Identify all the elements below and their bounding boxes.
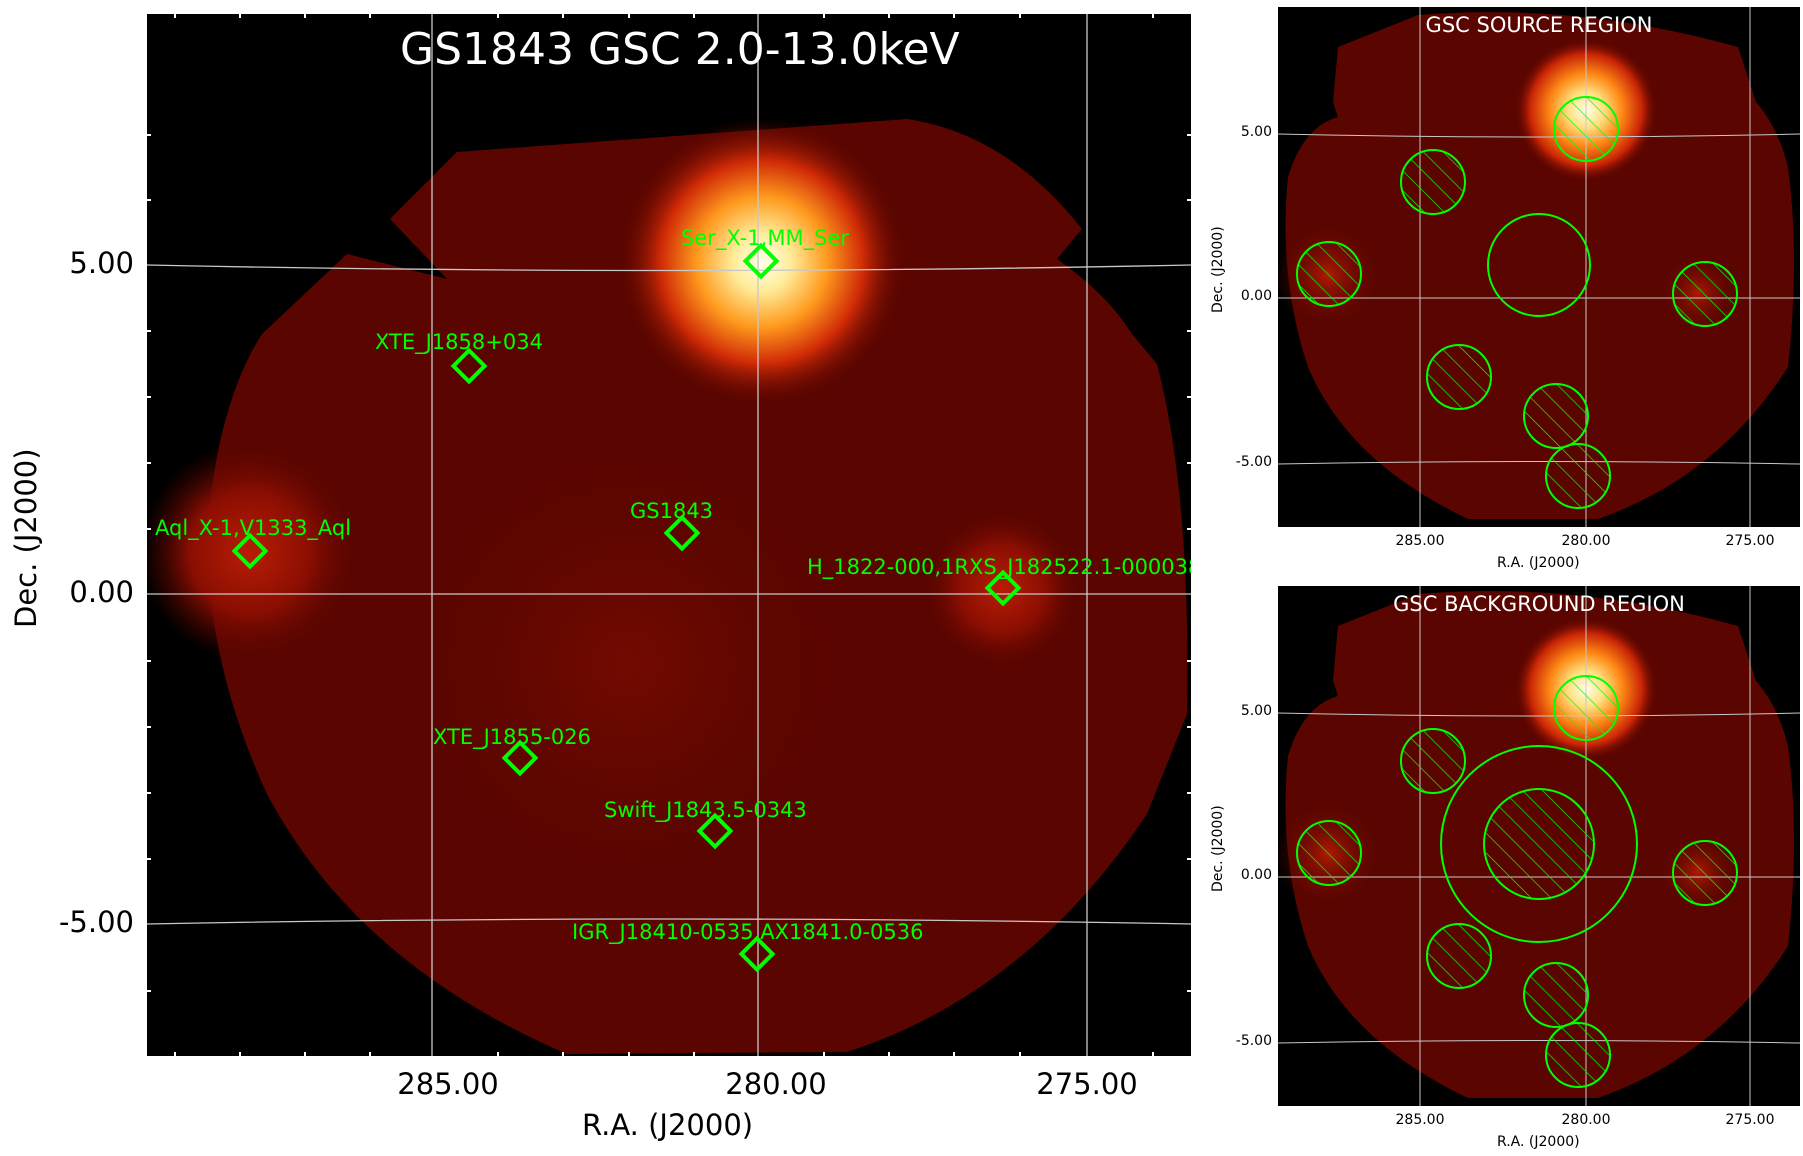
excluded-inner-circle [1483,788,1595,900]
excluded-region-circle [1400,728,1466,794]
x-tick-label: 280.00 [1561,1112,1611,1128]
main-sky-image [147,14,1191,1056]
source-region-circle [1487,213,1591,317]
x-tick-label: 285.00 [397,1067,499,1101]
source-region-panel: GSC SOURCE REGION [1278,7,1800,527]
excluded-region-circle [1672,840,1738,906]
x-axis-label: R.A. (J2000) [582,1108,754,1142]
source-marker-ser-x1 [742,242,780,280]
excluded-region-circle [1672,261,1738,327]
background-annulus-outer [1440,745,1638,943]
source-label: H_1822-000,1RXS_J182522.1-000038 [807,555,1191,579]
source-marker-xte-j1858 [450,347,488,385]
source-marker-aql-x1 [231,532,269,570]
x-tick-label: 275.00 [1725,533,1775,549]
excluded-region-circle [1400,149,1466,215]
x-tick-label: 275.00 [1725,1112,1775,1128]
excluded-region-circle [1296,241,1362,307]
excluded-region-circle [1523,383,1589,449]
source-label: GS1843 [630,499,714,523]
y-axis-label: Dec. (J2000) [1210,805,1226,892]
source-label: XTE_J1858+034 [375,330,543,354]
main-title: GS1843 GSC 2.0-13.0keV [400,24,960,75]
x-tick-label: 285.00 [1395,533,1445,549]
source-label: Aql_X-1,V1333_Aql [155,516,352,540]
axis-tick-marks [147,14,1191,1056]
main-image-panel: GS1843 GSC 2.0-13.0keV Ser_X-1,MM_Ser XT… [147,14,1191,1056]
background-region-title: GSC BACKGROUND REGION [1393,592,1685,616]
y-tick-label: 5.00 [1240,124,1272,140]
source-region-title: GSC SOURCE REGION [1425,13,1653,37]
excluded-region-circle [1523,962,1589,1028]
background-region-panel: GSC BACKGROUND REGION [1278,586,1800,1106]
x-tick-label: 280.00 [1561,533,1611,549]
source-region-image [1278,7,1800,527]
excluded-region-circle [1545,1022,1611,1088]
source-label: IGR_J18410-0535,AX1841.0-0536 [572,920,924,944]
excluded-region-circle [1545,443,1611,509]
source-marker-xte-j1855 [501,739,539,777]
x-axis-label: R.A. (J2000) [1497,1134,1580,1150]
source-label: XTE_J1855-026 [433,725,591,749]
x-tick-label: 275.00 [1036,1067,1138,1101]
source-marker-h1822 [984,569,1022,607]
excluded-region-circle [1426,344,1492,410]
source-marker-igr-j18410 [738,935,776,973]
y-tick-label: -5.00 [1235,1033,1272,1049]
background-region-image [1278,586,1800,1106]
y-axis-label: Dec. (J2000) [1210,226,1226,313]
excluded-region-circle [1296,820,1362,886]
y-tick-label: 0.00 [1240,288,1272,304]
excluded-region-circle [1553,96,1619,162]
y-tick-label: 0.00 [1240,867,1272,883]
y-tick-label: 0.00 [69,575,134,609]
source-marker-swift-j1843 [696,812,734,850]
x-tick-label: 280.00 [725,1067,827,1101]
y-tick-label: -5.00 [58,905,134,939]
x-axis-label: R.A. (J2000) [1497,555,1580,571]
x-tick-label: 285.00 [1395,1112,1445,1128]
y-tick-label: -5.00 [1235,454,1272,470]
coordinate-grid [147,14,1191,1056]
excluded-region-circle [1553,675,1619,741]
source-marker-gs1843 [663,514,701,552]
region-circles [1296,96,1738,509]
y-tick-label: 5.00 [69,246,134,280]
y-axis-label: Dec. (J2000) [9,448,43,628]
y-tick-label: 5.00 [1240,703,1272,719]
source-label: Swift_J1843.5-0343 [604,798,807,822]
source-label: Ser_X-1,MM_Ser [681,226,849,250]
excluded-region-circle [1426,923,1492,989]
